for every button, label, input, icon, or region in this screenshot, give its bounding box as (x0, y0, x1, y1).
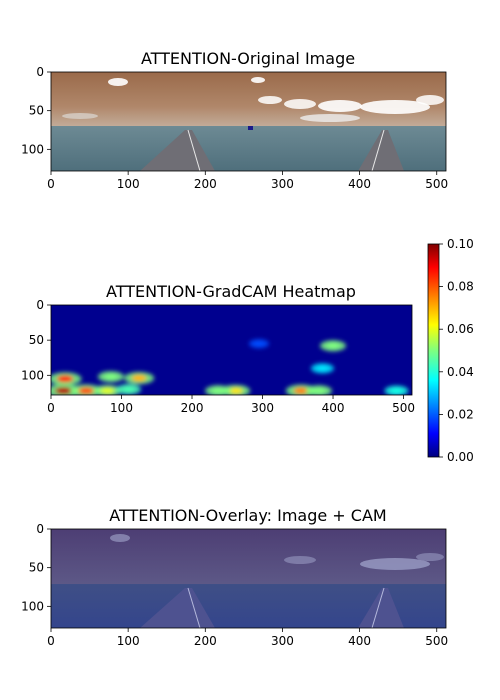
x-tick-label: 300 (271, 634, 294, 648)
x-tick-label: 0 (47, 634, 55, 648)
x-tick-label: 200 (194, 177, 217, 191)
heatmap-spot-core (253, 341, 264, 347)
colorbar-tick-label: 0.04 (447, 365, 474, 379)
y-tick-label: 0 (36, 65, 44, 79)
title-original-image: ATTENTION-Original Image (141, 49, 355, 68)
x-tick-label: 100 (117, 177, 140, 191)
y-tick-label: 50 (29, 104, 44, 118)
y-tick-label: 100 (21, 142, 44, 156)
y-tick-label: 100 (21, 368, 44, 382)
image-overlay (51, 529, 446, 629)
y-tick-label: 50 (29, 333, 44, 347)
frame-ax3 (50, 528, 447, 629)
y-tick-label: 0 (36, 522, 44, 536)
frame-ax1 (50, 71, 447, 172)
x-tick-label: 400 (322, 401, 345, 415)
colorbar: 0.00 0.02 0.04 0.06 0.08 0.10 (427, 237, 474, 464)
heatmap-spot-core (100, 387, 115, 394)
ticks-ax1: 0 100 200 300 400 500 0 50 100 (21, 65, 448, 191)
colorbar-ticks: 0.00 0.02 0.04 0.06 0.08 0.10 (439, 237, 474, 464)
ticks-ax2: 0 100 200 300 400 500 0 50 100 (21, 298, 415, 415)
heatmap-spot-core (122, 386, 135, 393)
title-gradcam-heatmap: ATTENTION-GradCAM Heatmap (106, 282, 356, 301)
axes-original-image: ATTENTION-Original Image 0 100 200 300 400 50… (21, 49, 448, 191)
x-tick-label: 400 (348, 634, 371, 648)
axes-overlay: ATTENTION-Overlay: Image + CAM 0 100 200 30… (21, 506, 448, 648)
x-tick-label: 500 (425, 177, 448, 191)
y-tick-label: 100 (21, 599, 44, 613)
x-tick-label: 500 (425, 634, 448, 648)
heatmap-spot-core (78, 387, 95, 395)
title-overlay: ATTENTION-Overlay: Image + CAM (109, 506, 386, 525)
heatmap-spot-core (293, 387, 310, 395)
colorbar-tick-label: 0.06 (447, 322, 474, 336)
heatmap-spot-core (131, 374, 147, 382)
colorbar-tick-label: 0.02 (447, 407, 474, 421)
heatmap-spot-core (326, 342, 340, 349)
colorbar-gradient (427, 243, 440, 458)
x-tick-label: 0 (47, 401, 55, 415)
heatmap-hotspots (51, 339, 409, 395)
x-tick-label: 100 (117, 634, 140, 648)
y-tick-label: 0 (36, 298, 44, 312)
x-tick-label: 200 (194, 634, 217, 648)
ticks-ax3: 0 100 200 300 400 500 0 50 100 (21, 522, 448, 648)
colorbar-tick-label: 0.00 (447, 450, 474, 464)
x-tick-label: 100 (110, 401, 133, 415)
heatmap-spot-core (104, 373, 118, 380)
x-tick-label: 300 (271, 177, 294, 191)
frame-ax2 (50, 304, 413, 396)
heatmap-spot-core (211, 387, 225, 394)
y-tick-label: 50 (29, 561, 44, 575)
image-original (51, 72, 446, 172)
x-tick-label: 500 (392, 401, 415, 415)
colorbar-tick-label: 0.10 (447, 237, 474, 251)
x-tick-label: 400 (348, 177, 371, 191)
heatmap-spot-core (56, 375, 74, 383)
axes-gradcam-heatmap: ATTENTION-GradCAM Heatmap 0 100 200 300 400 5… (21, 282, 415, 415)
x-tick-label: 200 (181, 401, 204, 415)
heatmap-spot-core (228, 387, 243, 395)
heatmap-spot-core (54, 386, 73, 395)
heatmap-spot-core (316, 365, 329, 371)
heatmap-spot-core (390, 387, 403, 394)
heatmap-spot-core (312, 387, 326, 394)
x-tick-label: 300 (251, 401, 274, 415)
x-tick-label: 0 (47, 177, 55, 191)
colorbar-tick-label: 0.08 (447, 280, 474, 294)
